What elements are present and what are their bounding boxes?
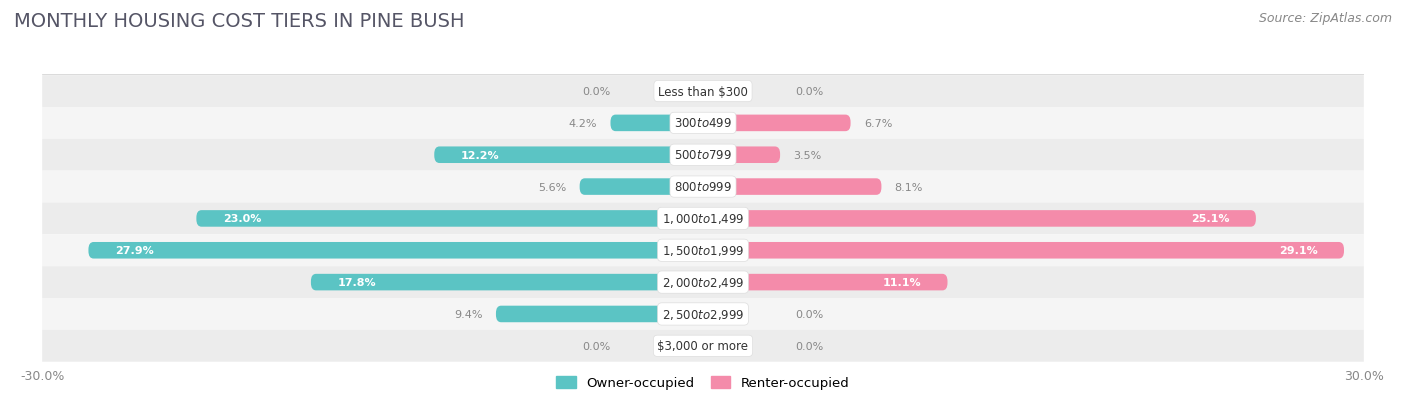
- Text: 11.1%: 11.1%: [883, 278, 921, 287]
- FancyBboxPatch shape: [42, 298, 1364, 330]
- FancyBboxPatch shape: [610, 115, 703, 132]
- Text: Less than $300: Less than $300: [658, 85, 748, 98]
- FancyBboxPatch shape: [42, 203, 1364, 235]
- FancyBboxPatch shape: [42, 76, 1364, 108]
- FancyBboxPatch shape: [703, 211, 1256, 227]
- Text: 0.0%: 0.0%: [582, 341, 610, 351]
- FancyBboxPatch shape: [89, 242, 703, 259]
- Text: 25.1%: 25.1%: [1191, 214, 1229, 224]
- Text: $300 to $499: $300 to $499: [673, 117, 733, 130]
- FancyBboxPatch shape: [703, 115, 851, 132]
- Text: 12.2%: 12.2%: [461, 150, 499, 160]
- FancyBboxPatch shape: [703, 274, 948, 291]
- Text: $500 to $799: $500 to $799: [673, 149, 733, 162]
- Text: 0.0%: 0.0%: [582, 87, 610, 97]
- Text: $1,500 to $1,999: $1,500 to $1,999: [662, 244, 744, 258]
- FancyBboxPatch shape: [703, 242, 1344, 259]
- FancyBboxPatch shape: [42, 108, 1364, 140]
- FancyBboxPatch shape: [42, 266, 1364, 298]
- Legend: Owner-occupied, Renter-occupied: Owner-occupied, Renter-occupied: [551, 370, 855, 394]
- Text: 0.0%: 0.0%: [796, 309, 824, 319]
- Text: 6.7%: 6.7%: [863, 119, 893, 128]
- Text: 27.9%: 27.9%: [115, 246, 153, 256]
- FancyBboxPatch shape: [703, 147, 780, 164]
- Text: 29.1%: 29.1%: [1279, 246, 1317, 256]
- Text: 5.6%: 5.6%: [538, 182, 567, 192]
- Text: 9.4%: 9.4%: [454, 309, 482, 319]
- FancyBboxPatch shape: [197, 211, 703, 227]
- Text: 0.0%: 0.0%: [796, 87, 824, 97]
- Text: MONTHLY HOUSING COST TIERS IN PINE BUSH: MONTHLY HOUSING COST TIERS IN PINE BUSH: [14, 12, 464, 31]
- Text: $2,000 to $2,499: $2,000 to $2,499: [662, 275, 744, 290]
- Text: 0.0%: 0.0%: [796, 341, 824, 351]
- Text: 23.0%: 23.0%: [222, 214, 262, 224]
- Text: $2,500 to $2,999: $2,500 to $2,999: [662, 307, 744, 321]
- Text: 17.8%: 17.8%: [337, 278, 375, 287]
- FancyBboxPatch shape: [703, 179, 882, 195]
- Text: 8.1%: 8.1%: [894, 182, 922, 192]
- FancyBboxPatch shape: [42, 140, 1364, 171]
- FancyBboxPatch shape: [42, 235, 1364, 266]
- Text: 4.2%: 4.2%: [569, 119, 598, 128]
- Text: $1,000 to $1,499: $1,000 to $1,499: [662, 212, 744, 226]
- FancyBboxPatch shape: [42, 171, 1364, 203]
- Text: 3.5%: 3.5%: [793, 150, 821, 160]
- FancyBboxPatch shape: [42, 330, 1364, 362]
- Text: Source: ZipAtlas.com: Source: ZipAtlas.com: [1258, 12, 1392, 25]
- FancyBboxPatch shape: [434, 147, 703, 164]
- Text: $800 to $999: $800 to $999: [673, 180, 733, 194]
- FancyBboxPatch shape: [496, 306, 703, 323]
- FancyBboxPatch shape: [311, 274, 703, 291]
- FancyBboxPatch shape: [579, 179, 703, 195]
- Text: $3,000 or more: $3,000 or more: [658, 339, 748, 352]
